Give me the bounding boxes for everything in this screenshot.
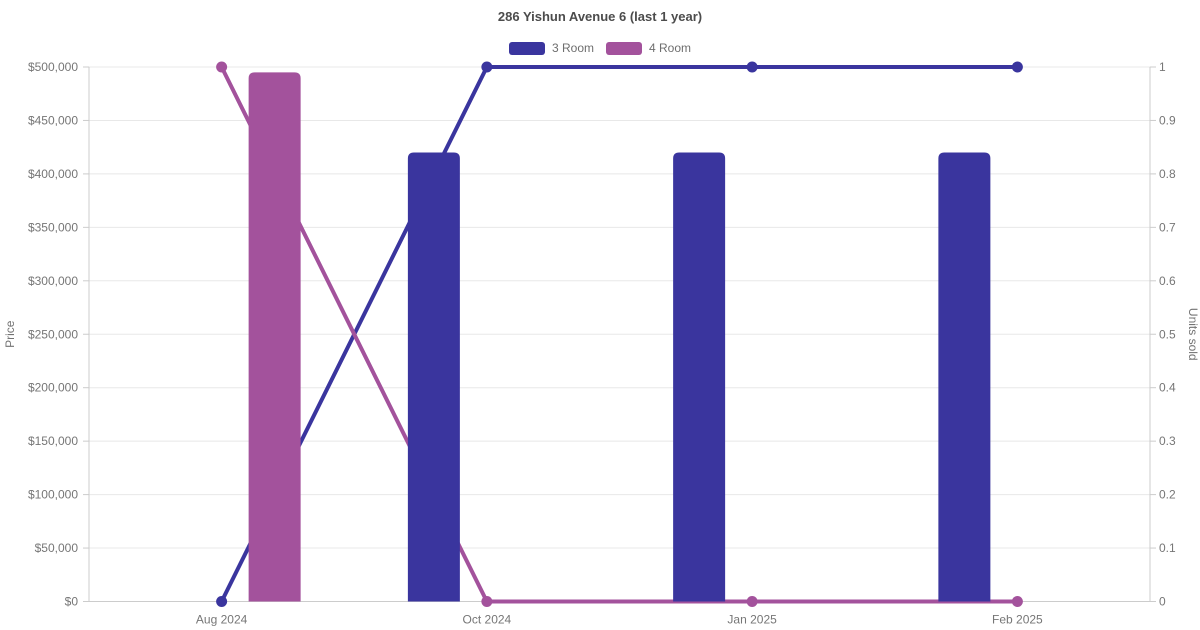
x-tick-label-jan-2025: Jan 2025 — [727, 613, 777, 627]
legend: 3 Room 4 Room — [0, 41, 1200, 55]
point-4-room-oct-2024[interactable] — [481, 596, 493, 607]
price-tick-label: $300,000 — [28, 274, 78, 288]
units-tick-label: 1 — [1159, 60, 1166, 74]
units-tick-label: 0.7 — [1159, 220, 1176, 234]
legend-swatch-3-room — [508, 41, 545, 55]
point-4-room-jan-2025[interactable] — [746, 596, 758, 607]
x-tick-label-oct-2024: Oct 2024 — [463, 613, 512, 627]
price-tick-label: $400,000 — [28, 167, 78, 181]
price-tick-label: $100,000 — [28, 488, 78, 502]
bar-4-room-aug-2024[interactable] — [248, 72, 301, 602]
units-tick-label: 0.5 — [1159, 327, 1176, 341]
point-4-room-feb-2025[interactable] — [1011, 596, 1023, 607]
price-tick-label: $250,000 — [28, 327, 78, 341]
price-tick-label: $200,000 — [28, 381, 78, 395]
price-tick-label: $500,000 — [28, 60, 78, 74]
point-3-room-oct-2024[interactable] — [481, 61, 493, 73]
units-tick-label: 0.8 — [1159, 167, 1176, 181]
bar-3-room-oct-2024[interactable] — [407, 152, 460, 602]
legend-swatch-4-room — [606, 41, 642, 55]
x-tick-label-aug-2024: Aug 2024 — [196, 613, 248, 627]
left-axis-name: Price — [3, 320, 17, 348]
legend-item-4-room[interactable]: 4 Room — [606, 41, 691, 55]
x-tick-label-feb-2025: Feb 2025 — [992, 613, 1043, 627]
price-tick-label: $450,000 — [28, 113, 78, 127]
units-tick-label: 0.2 — [1159, 488, 1176, 502]
price-tick-label: $150,000 — [28, 434, 78, 448]
line-4-room — [219, 65, 1020, 604]
bar-3-room-jan-2025[interactable] — [673, 152, 726, 602]
chart-title: 286 Yishun Avenue 6 (last 1 year) — [497, 9, 703, 24]
price-tick-label: $0 — [65, 595, 79, 609]
units-tick-label: 0 — [1159, 595, 1166, 609]
point-4-room-aug-2024[interactable] — [216, 61, 228, 73]
units-tick-label: 0.1 — [1159, 541, 1176, 555]
units-tick-label: 0.3 — [1159, 434, 1176, 448]
units-tick-label: 0.6 — [1159, 274, 1176, 288]
right-axis-name: Units sold — [1186, 308, 1200, 361]
units-tick-label: 0.4 — [1159, 381, 1176, 395]
point-3-room-jan-2025[interactable] — [746, 61, 758, 73]
legend-item-3-room[interactable]: 3 Room — [508, 41, 594, 55]
price-tick-label: $350,000 — [28, 220, 78, 234]
units-tick-label: 0.9 — [1159, 113, 1176, 127]
legend-label: 3 Room — [551, 41, 594, 55]
point-3-room-feb-2025[interactable] — [1011, 61, 1023, 73]
price-tick-label: $50,000 — [35, 541, 79, 555]
bar-3-room-feb-2025[interactable] — [938, 152, 991, 602]
legend-label: 4 Room — [649, 41, 692, 55]
point-3-room-aug-2024[interactable] — [216, 596, 228, 607]
